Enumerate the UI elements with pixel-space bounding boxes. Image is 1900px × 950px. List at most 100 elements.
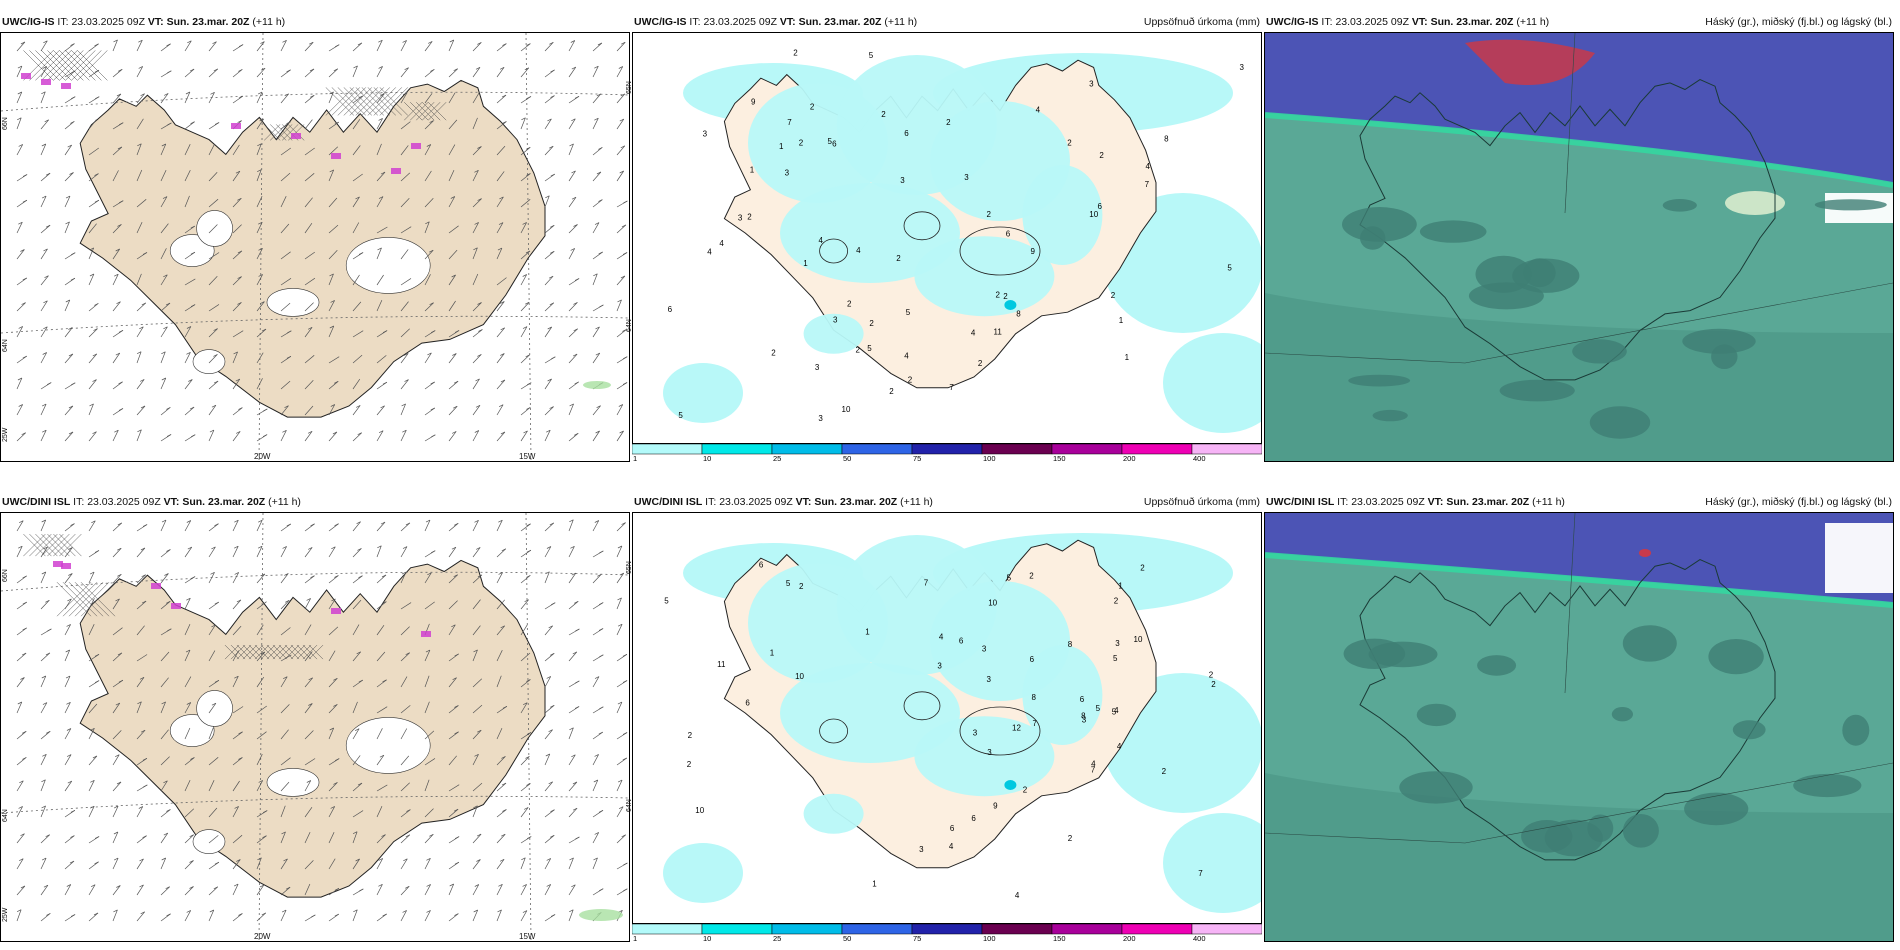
wind-barb-feather [522,274,527,277]
icing-hatch [379,87,408,116]
wind-barb [40,652,51,662]
wind-barb-feather [521,857,526,861]
wind-barb-feather [572,781,578,785]
cloud-title: Háský (gr.), miðský (fj.bl.) og lágský (… [1705,496,1892,508]
wind-barb [448,39,455,52]
wind-barb [496,782,507,792]
icing-hatch [68,582,104,617]
wind-barb [352,782,363,792]
wind-barb [136,199,147,208]
icing-hatch [230,644,246,660]
wind-barb-feather [18,326,23,329]
wind-barb-feather [453,574,458,578]
wind-barb [88,247,95,260]
wind-barb-feather [287,330,292,334]
wind-barb [16,885,26,896]
wind-barb [568,781,578,792]
wind-barb-feather [41,91,46,95]
wind-barb-feather [186,326,192,329]
wind-barb [184,727,191,740]
wind-barb [328,546,336,558]
wind-barb [256,676,265,688]
precip-value: 2 [869,319,874,328]
wind-barb [256,731,267,740]
wind-barb-feather [286,121,291,125]
wind-barb [616,224,627,234]
wind-barb-feather [501,782,507,786]
wind-barb-feather [259,884,264,888]
wind-barb-feather [257,91,263,95]
icing-hatch [56,582,92,617]
wind-barb [424,249,434,260]
glacier-outline [903,691,941,721]
wind-barb-feather [41,195,47,199]
wind-barb [304,95,315,104]
wind-barb-feather [70,121,75,124]
precip-value: 6 [832,139,837,148]
wind-barb-feather [550,809,555,813]
wind-barb-feather [186,597,191,601]
wind-barb [544,884,552,896]
wind-barb [496,650,503,662]
wind-barb [520,67,530,78]
wind-barb [520,274,528,286]
wind-barb-feather [617,623,623,627]
wind-barb [88,571,95,584]
wind-barb-feather [141,574,146,578]
wind-barb-feather [550,173,555,177]
wind-barb-feather [211,624,216,628]
wind-barb [616,522,626,532]
wind-barb [64,221,70,234]
wind-barb-feather [527,836,532,839]
precip-value: 11 [994,328,1003,337]
wind-barb [568,403,574,416]
wind-barb-feather [574,95,580,99]
wind-barb-feather [18,806,23,809]
wind-barb-feather [237,276,242,279]
wind-barb-feather [117,522,122,526]
precip-value: 2 [1140,563,1145,572]
wind-barb [184,91,191,104]
wind-barb [304,598,311,610]
wind-barb-feather [138,66,143,69]
precip-value: 5 [828,137,833,146]
wind-barb-feather [545,195,550,199]
wind-barb [208,624,216,636]
wind-barb-feather [22,627,27,631]
lon-label-20w: 20W [254,452,271,461]
wind-barb-feather [94,43,99,47]
wind-barb-feather [617,779,623,783]
wind-barb [376,624,385,636]
wind-barb [520,173,531,182]
wind-barb [208,380,219,390]
wind-barb [520,910,528,922]
precip-value: 5 [678,411,683,420]
wind-barb-feather [499,66,505,70]
wind-barb-feather [94,836,100,839]
wind-barb [472,42,482,52]
wind-barb [40,571,47,584]
wind-barb-feather [550,914,556,917]
wind-barb [400,834,411,844]
it-label: IT: [73,496,85,508]
wind-barb [40,702,48,714]
wind-barb [472,884,480,896]
wind-barb [400,571,407,584]
wind-barb [280,729,289,740]
wind-barb [400,858,408,870]
map-canvas: 6 7 2 5 2 2 1 2 4 2 8 3 4 8 7 3 6 4 6 2 7 4 4 9 4 5 2 4 3 2 3 2 5 4 2 3 10 5 1… [632,32,1262,444]
wind-barb [448,144,456,156]
wind-barb-feather [454,836,460,839]
wind-barb [616,145,626,156]
wind-map [1,33,629,461]
wind-barb-feather [550,69,555,73]
icing-hatch [77,50,108,81]
low-cloud-cell [1416,703,1457,727]
wind-barb [544,571,550,584]
wind-barb-feather [546,546,552,549]
wind-barb-feather [572,353,578,357]
wind-barb [40,519,47,532]
wind-barb [376,196,384,208]
wind-barb [472,833,482,844]
wind-barb-feather [238,69,243,72]
